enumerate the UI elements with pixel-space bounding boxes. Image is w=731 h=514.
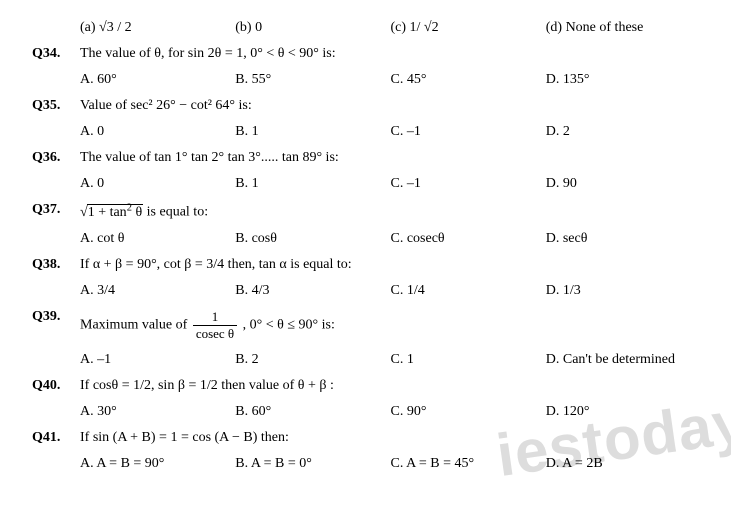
q38-b: B. 4/3 [235, 283, 390, 299]
q41-a: A. A = B = 90° [80, 456, 235, 472]
q40-b: B. 60° [235, 404, 390, 420]
q37-row: Q37. 1 + tan2 θ is equal to: [30, 202, 701, 221]
q39-c: C. 1 [391, 352, 546, 368]
q38-d: D. 1/3 [546, 283, 701, 299]
q41-b: B. A = B = 0° [235, 456, 390, 472]
q34-b: B. 55° [235, 72, 390, 88]
q36-row: Q36. The value of tan 1° tan 2° tan 3°..… [30, 150, 701, 166]
q40-a: A. 30° [80, 404, 235, 420]
q39-text: Maximum value of 1 cosec θ , 0° < θ ≤ 90… [80, 309, 701, 342]
q40-num: Q40. [30, 378, 80, 394]
q39-prefix: Maximum value of [80, 317, 191, 332]
q39-frac-den: cosec θ [193, 326, 237, 342]
q37-num: Q37. [30, 202, 80, 218]
q38-c: C. 1/4 [391, 283, 546, 299]
q34-d: D. 135° [546, 72, 701, 88]
q38-text: If α + β = 90°, cot β = 3/4 then, tan α … [80, 257, 701, 273]
q39-a: A. –1 [80, 352, 235, 368]
q41-text: If sin (A + B) = 1 = cos (A − B) then: [80, 430, 701, 446]
q37-b: B. cosθ [235, 231, 390, 247]
q41-num: Q41. [30, 430, 80, 446]
q39-frac: 1 cosec θ [193, 309, 237, 342]
q37-options: A. cot θ B. cosθ C. cosecθ D. secθ [30, 231, 701, 247]
q41-d: D. A = 2B [546, 456, 701, 472]
q35-d: D. 2 [546, 124, 701, 140]
q40-options: A. 30° B. 60° C. 90° D. 120° [30, 404, 701, 420]
q34-options: A. 60° B. 55° C. 45° D. 135° [30, 72, 701, 88]
q38-a: A. 3/4 [80, 283, 235, 299]
q41-row: Q41. If sin (A + B) = 1 = cos (A − B) th… [30, 430, 701, 446]
q39-options: A. –1 B. 2 C. 1 D. Can't be determined [30, 352, 701, 368]
q40-row: Q40. If cosθ = 1/2, sin β = 1/2 then val… [30, 378, 701, 394]
top-options-row: (a) √3 / 2 (b) 0 (c) 1/ √2 (d) None of t… [30, 20, 701, 36]
q39-frac-num: 1 [193, 309, 237, 326]
q39-num: Q39. [30, 309, 80, 325]
q41-c: C. A = B = 45° [391, 456, 546, 472]
q40-c: C. 90° [391, 404, 546, 420]
q34-num: Q34. [30, 46, 80, 62]
q34-a: A. 60° [80, 72, 235, 88]
q35-a: A. 0 [80, 124, 235, 140]
q37-a: A. cot θ [80, 231, 235, 247]
q34-c: C. 45° [391, 72, 546, 88]
q36-num: Q36. [30, 150, 80, 166]
q35-b: B. 1 [235, 124, 390, 140]
opt-d: (d) None of these [546, 20, 701, 36]
sqrt-icon [80, 205, 87, 220]
q34-row: Q34. The value of θ, for sin 2θ = 1, 0° … [30, 46, 701, 62]
q35-options: A. 0 B. 1 C. –1 D. 2 [30, 124, 701, 140]
q36-d: D. 90 [546, 176, 701, 192]
q36-options: A. 0 B. 1 C. –1 D. 90 [30, 176, 701, 192]
opt-b: (b) 0 [235, 20, 390, 36]
q35-c: C. –1 [391, 124, 546, 140]
q36-text: The value of tan 1° tan 2° tan 3°..... t… [80, 150, 701, 166]
q37-c: C. cosecθ [391, 231, 546, 247]
q35-num: Q35. [30, 98, 80, 114]
q39-suffix: , 0° < θ ≤ 90° is: [243, 317, 335, 332]
q40-text: If cosθ = 1/2, sin β = 1/2 then value of… [80, 378, 701, 394]
q38-row: Q38. If α + β = 90°, cot β = 3/4 then, t… [30, 257, 701, 273]
q38-num: Q38. [30, 257, 80, 273]
opt-c: (c) 1/ √2 [391, 20, 546, 36]
q36-b: B. 1 [235, 176, 390, 192]
q37-d: D. secθ [546, 231, 701, 247]
q38-options: A. 3/4 B. 4/3 C. 1/4 D. 1/3 [30, 283, 701, 299]
q36-c: C. –1 [391, 176, 546, 192]
q41-options: A. A = B = 90° B. A = B = 0° C. A = B = … [30, 456, 701, 472]
q35-row: Q35. Value of sec² 26° − cot² 64° is: [30, 98, 701, 114]
content: (a) √3 / 2 (b) 0 (c) 1/ √2 (d) None of t… [30, 20, 701, 472]
q40-d: D. 120° [546, 404, 701, 420]
q36-a: A. 0 [80, 176, 235, 192]
q39-d: D. Can't be determined [546, 352, 701, 368]
q37-suffix: is equal to: [143, 205, 208, 220]
q34-text: The value of θ, for sin 2θ = 1, 0° < θ <… [80, 46, 701, 62]
q37-radicand: 1 + tan2 θ [87, 204, 143, 220]
q39-row: Q39. Maximum value of 1 cosec θ , 0° < θ… [30, 309, 701, 342]
q35-text: Value of sec² 26° − cot² 64° is: [80, 98, 701, 114]
opt-a: (a) √3 / 2 [80, 20, 235, 36]
q39-b: B. 2 [235, 352, 390, 368]
q37-text: 1 + tan2 θ is equal to: [80, 202, 701, 221]
